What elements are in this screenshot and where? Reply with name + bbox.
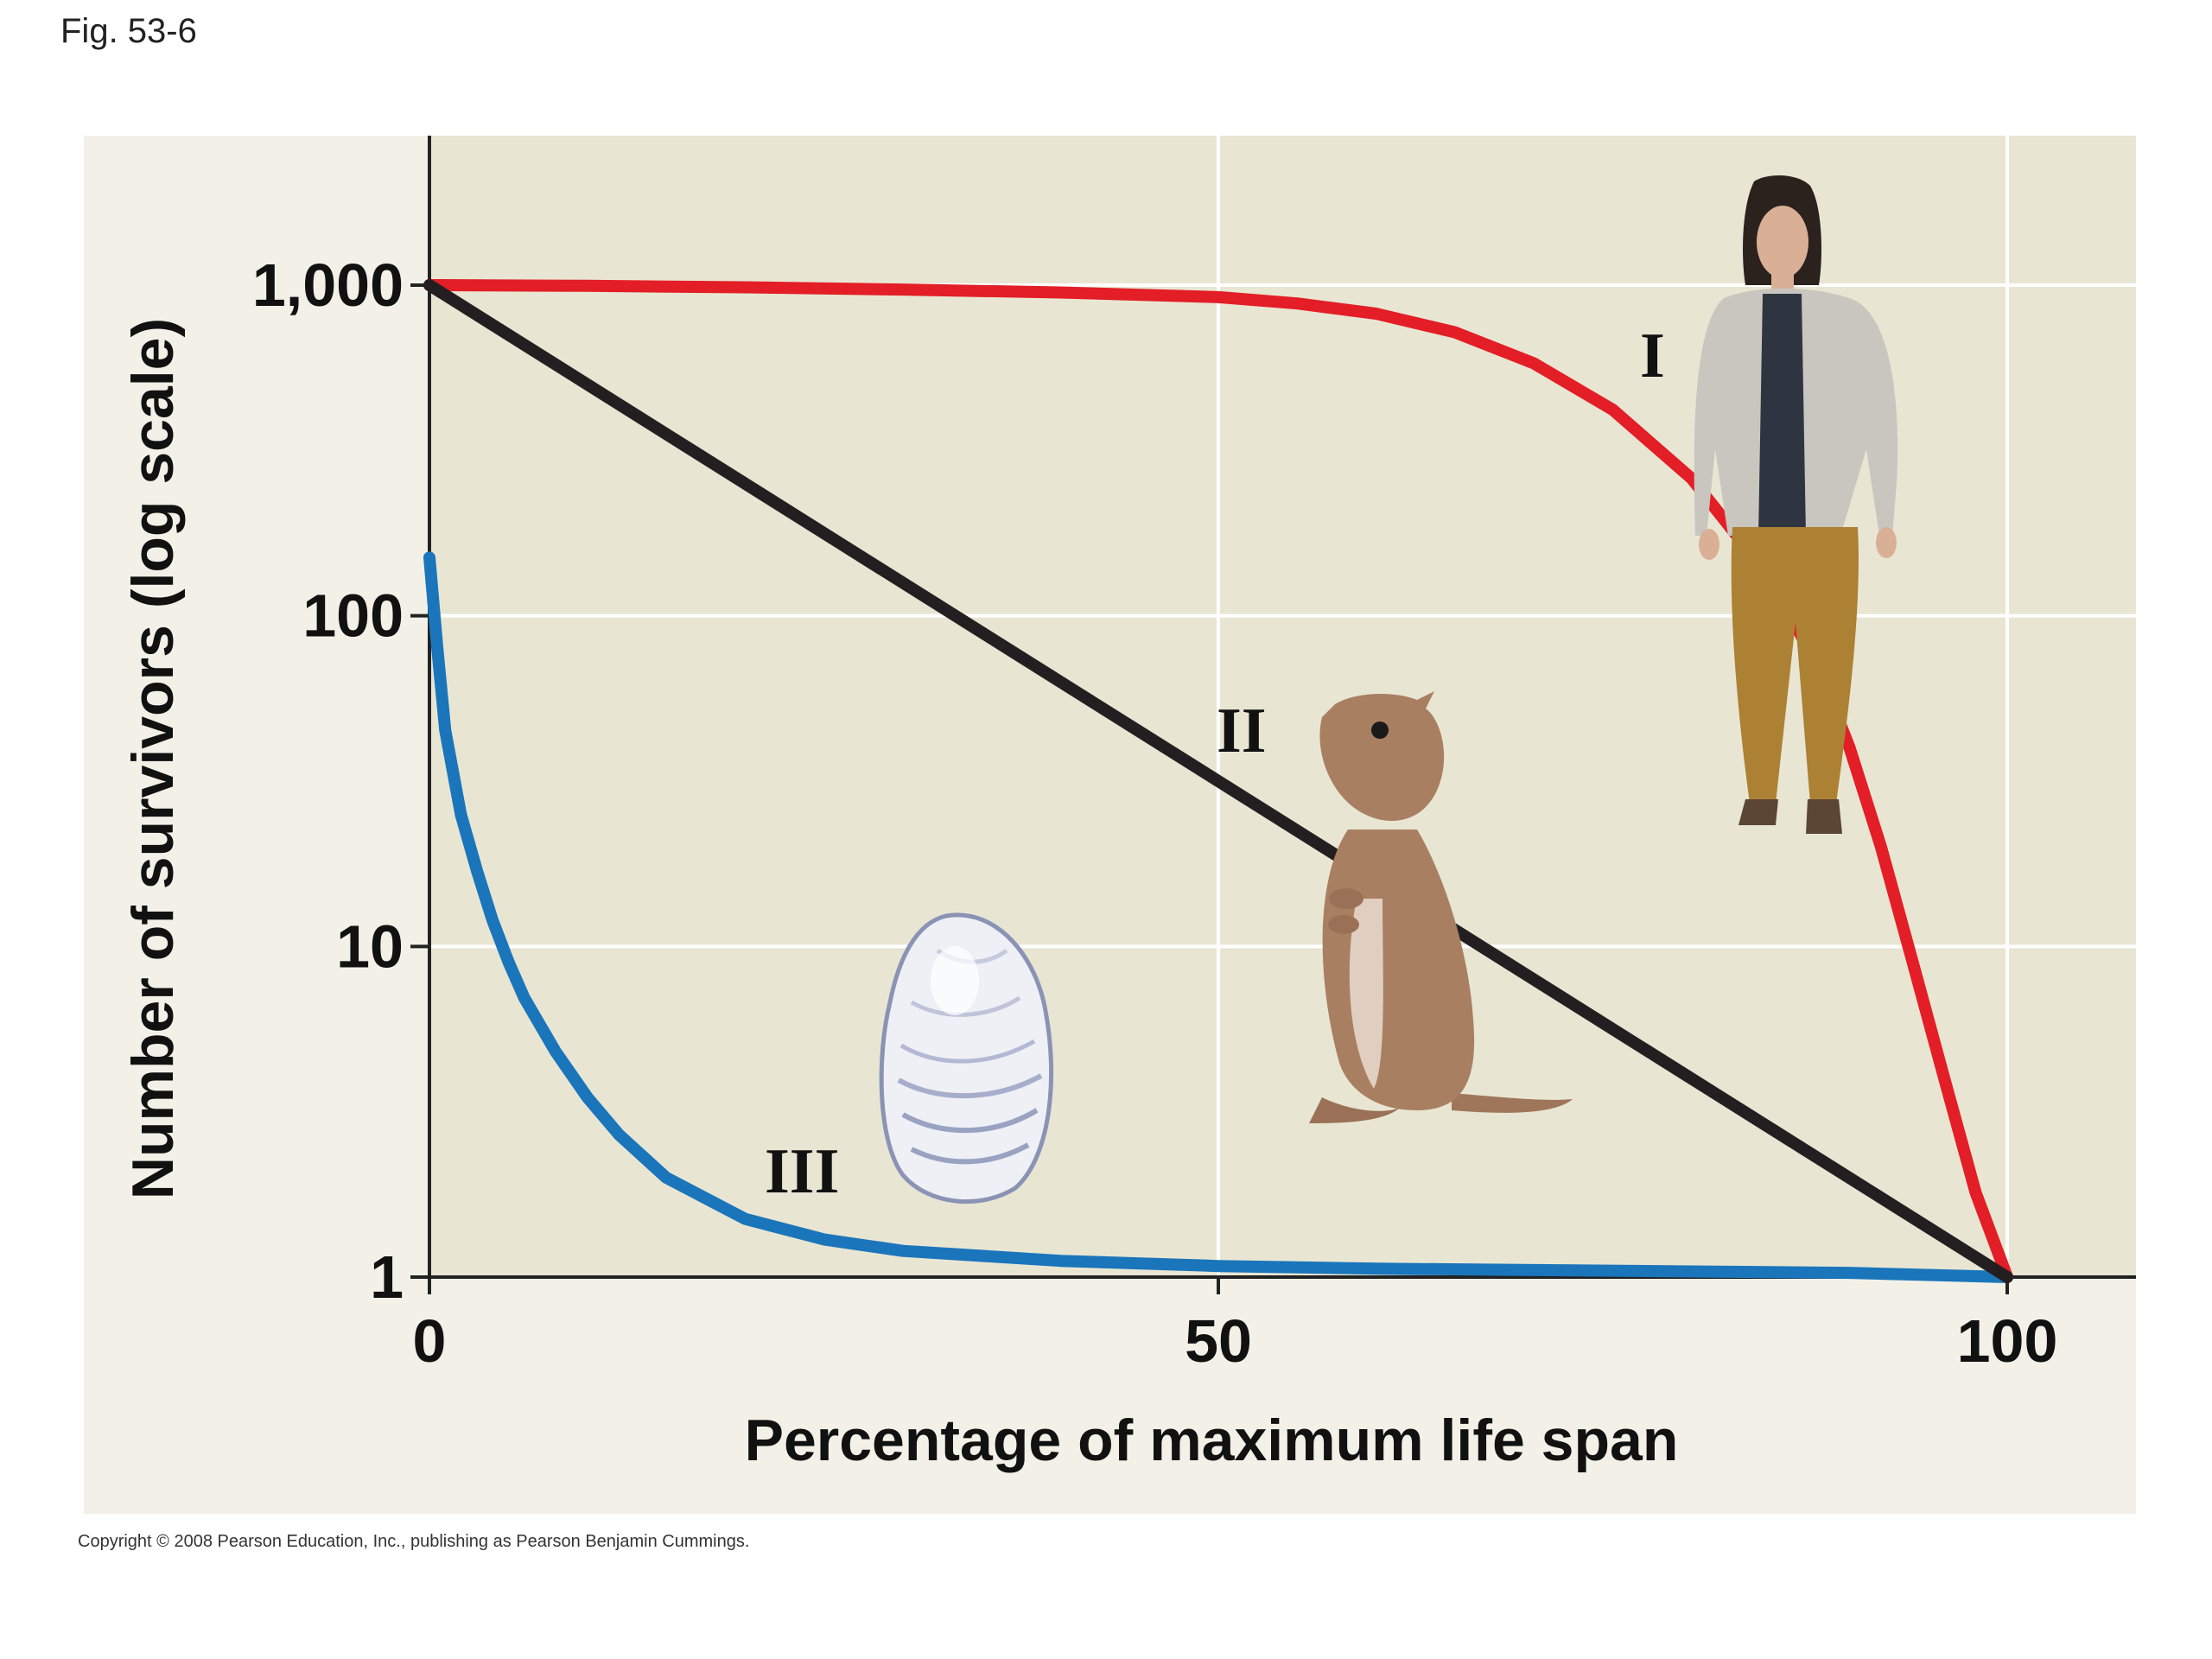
y-tick-label-1000: 1,000 bbox=[252, 251, 404, 319]
curve-type-I bbox=[423, 279, 2013, 1283]
y-tick-label-100: 100 bbox=[302, 582, 404, 650]
survivorship-curves bbox=[423, 279, 2013, 1283]
y-tick-label-1: 1 bbox=[370, 1243, 404, 1311]
y-tick-label-10: 10 bbox=[336, 912, 404, 980]
curve-type-II bbox=[423, 279, 2013, 1283]
x-tick-label-50: 50 bbox=[1185, 1307, 1252, 1375]
copyright-notice: Copyright © 2008 Pearson Education, Inc.… bbox=[78, 1532, 750, 1551]
ground-squirrel-illustration bbox=[1309, 691, 1573, 1123]
label-type-I: I bbox=[1640, 321, 1665, 391]
x-tick-label-100: 100 bbox=[1957, 1307, 2058, 1375]
label-type-II: II bbox=[1217, 696, 1267, 766]
x-tick-label-0: 0 bbox=[413, 1307, 447, 1375]
figure-label: Fig. 53-6 bbox=[60, 12, 197, 50]
curve-type-III bbox=[423, 551, 2013, 1283]
curve-labels: I II III bbox=[765, 321, 1665, 1207]
woman-illustration bbox=[1694, 175, 1898, 834]
y-axis-title: Number of survivors (log scale) bbox=[120, 318, 186, 1199]
axes: 1 10 100 1,000 0 50 100 bbox=[252, 136, 2136, 1375]
oyster-illustration bbox=[879, 912, 1054, 1205]
x-axis-title: Percentage of maximum life span bbox=[745, 1408, 1679, 1473]
label-type-III: III bbox=[765, 1136, 839, 1207]
